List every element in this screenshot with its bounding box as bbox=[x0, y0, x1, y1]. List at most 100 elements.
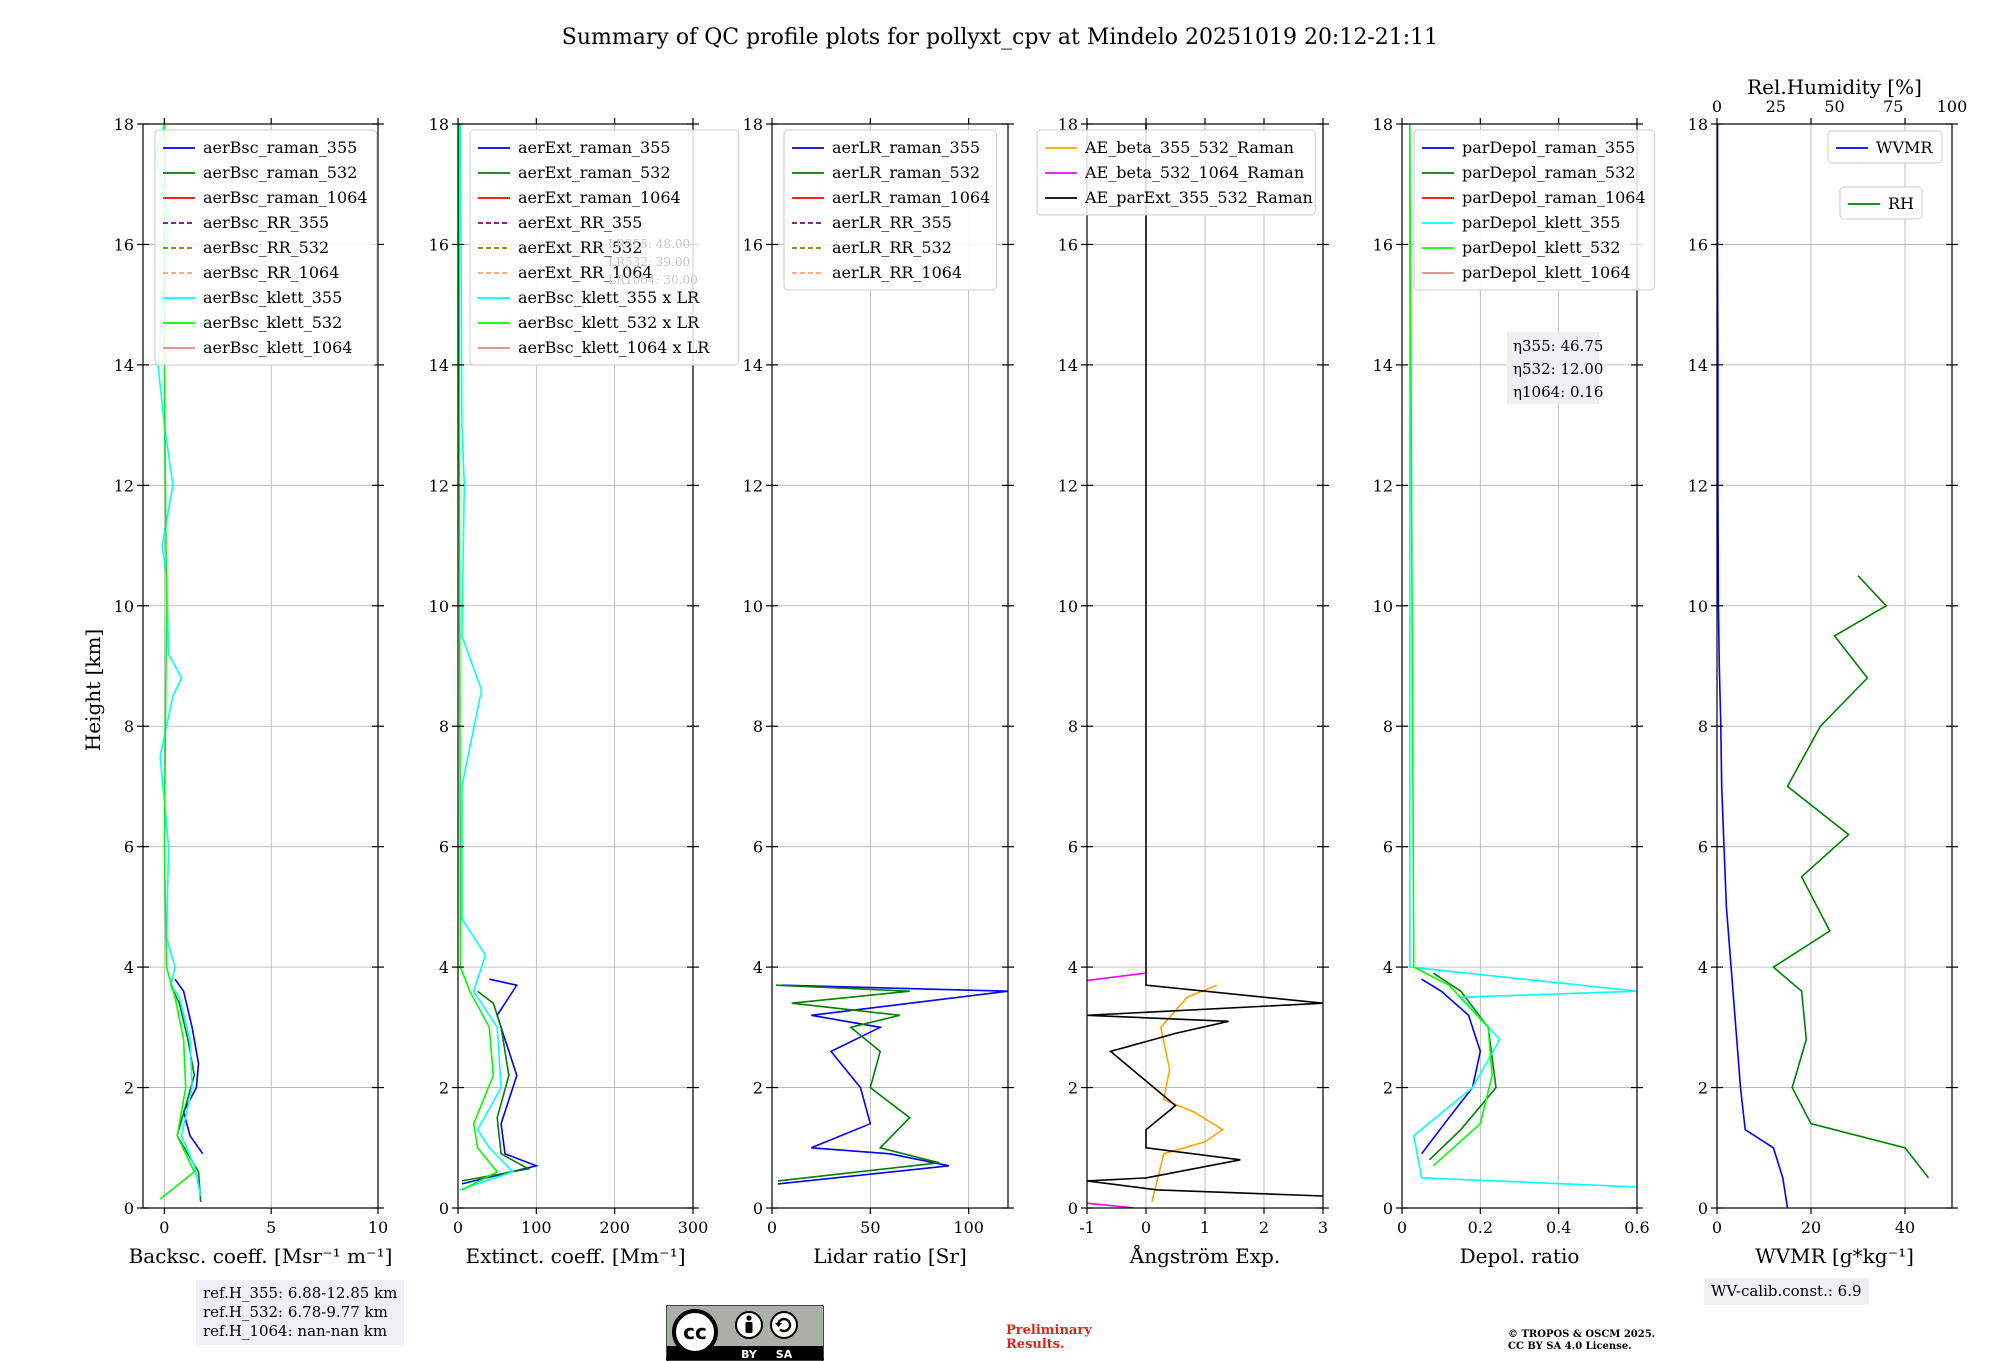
axes-frame bbox=[457, 123, 694, 1209]
ref-height-532: ref.H_532: 6.78-9.77 km bbox=[203, 1303, 388, 1321]
legend-frame bbox=[783, 129, 997, 291]
panel-extinction: 0 2 4 6 8 10 12 14 16 18 0 100 200 300 Extinct. coeff.… bbox=[429, 115, 740, 1268]
legend-label-2: aerBsc_raman_1064 bbox=[203, 188, 368, 207]
lr-label-0: LR355: 48.00 bbox=[608, 237, 690, 251]
series-line-2 bbox=[459, 124, 515, 1191]
copyright-line-1: © TROPOS & OSCM 2025. bbox=[1508, 1329, 1656, 1340]
x-axis-label: Depol. ratio bbox=[1460, 1244, 1580, 1268]
y-tick-label-7: 14 bbox=[1373, 356, 1393, 375]
y-tick-label-4: 8 bbox=[1383, 717, 1393, 736]
y-tick-label-4: 8 bbox=[753, 717, 763, 736]
legend-label-7: aerBsc_klett_532 x LR bbox=[518, 313, 700, 332]
lr-label-2: LR1064: 30.00 bbox=[608, 273, 698, 287]
legend-frame-0 bbox=[1827, 130, 1943, 164]
x-tick-label-2: 40 bbox=[1895, 1218, 1915, 1237]
y-tick-label-2: 4 bbox=[124, 958, 134, 977]
cc-sa-label: SA bbox=[776, 1348, 793, 1361]
y-tick-label-3: 6 bbox=[753, 838, 763, 857]
y-tick-label-0: 0 bbox=[124, 1199, 134, 1218]
legend-label-1: parDepol_raman_532 bbox=[1462, 163, 1635, 182]
series-line-1 bbox=[1772, 575, 1930, 1179]
legend: WVMR RH bbox=[1827, 130, 1943, 220]
y-tick-label-5: 10 bbox=[743, 597, 763, 616]
series-line-1 bbox=[1087, 1202, 1135, 1208]
preliminary-line-1: Preliminary bbox=[1006, 1323, 1092, 1338]
legend-label-2: AE_parExt_355_532_Raman bbox=[1084, 188, 1313, 207]
x-axis-label: Extinct. coeff. [Mm⁻¹] bbox=[465, 1244, 685, 1268]
legend-label-3: parDepol_klett_355 bbox=[1462, 213, 1620, 232]
legend-label-4: aerLR_RR_532 bbox=[832, 238, 952, 257]
y-tick-label-7: 14 bbox=[1058, 356, 1078, 375]
top-x-tick-label-3: 75 bbox=[1883, 97, 1903, 116]
top-x-axis-label: Rel.Humidity [%] bbox=[1747, 75, 1922, 99]
x-tick-label-0: -1 bbox=[1079, 1218, 1095, 1237]
series-line-0 bbox=[1420, 978, 1482, 1155]
reference-heights-box: ref.H_355: 6.88-12.85 km ref.H_532: 6.78… bbox=[196, 1280, 405, 1345]
y-tick-label-4: 8 bbox=[439, 717, 449, 736]
y-tick-label-1: 2 bbox=[439, 1079, 449, 1098]
legend-label-0: aerBsc_raman_355 bbox=[203, 138, 357, 157]
y-tick-label-2: 4 bbox=[439, 958, 449, 977]
y-tick-label-2: 4 bbox=[753, 958, 763, 977]
y-tick-label-0: 0 bbox=[753, 1199, 763, 1218]
axes-frame bbox=[142, 123, 379, 1209]
y-tick-label-2: 4 bbox=[1068, 958, 1078, 977]
legend-frame-1 bbox=[1839, 186, 1923, 220]
series-line-3 bbox=[1409, 124, 1493, 1167]
panel-depolarization: 0 2 4 6 8 10 12 14 16 18 0 0.2 0.4 0.6 Depol. ratio par… bbox=[1373, 115, 1656, 1268]
series-line-3 bbox=[159, 124, 196, 1200]
y-tick-label-0: 0 bbox=[1383, 1199, 1393, 1218]
legend-label-2: parDepol_raman_1064 bbox=[1462, 188, 1646, 207]
y-tick-label-6: 12 bbox=[743, 476, 763, 495]
legend-label-0: aerLR_raman_355 bbox=[832, 138, 980, 157]
legend-label-8: aerBsc_klett_1064 bbox=[203, 338, 352, 357]
series-line-0 bbox=[174, 978, 204, 1155]
by-icon bbox=[735, 1311, 763, 1339]
legend-label-1: aerBsc_raman_532 bbox=[203, 163, 357, 182]
legend-label-3: aerBsc_RR_355 bbox=[203, 213, 329, 232]
axes-frame bbox=[771, 123, 1009, 1209]
y-tick-label-0: 0 bbox=[1068, 1199, 1078, 1218]
copyright-line-2: CC BY SA 4.0 License. bbox=[1508, 1341, 1632, 1352]
wv-calib-const: WV-calib.const.: 6.9 bbox=[1711, 1282, 1862, 1300]
x-tick-label-0: 0 bbox=[453, 1218, 463, 1237]
legend-label-0: WVMR bbox=[1876, 138, 1933, 157]
x-tick-label-3: 300 bbox=[678, 1218, 709, 1237]
series-line-0 bbox=[777, 984, 1008, 1185]
y-tick-label-2: 4 bbox=[1383, 958, 1393, 977]
x-axis-label: Ångström Exp. bbox=[1129, 1243, 1280, 1268]
y-tick-label-5: 10 bbox=[114, 597, 134, 616]
legend-frame bbox=[469, 129, 740, 366]
x-tick-label-0: 0 bbox=[1712, 1218, 1722, 1237]
y-tick-label-6: 12 bbox=[1058, 476, 1078, 495]
x-tick-label-1: 20 bbox=[1801, 1218, 1821, 1237]
y-tick-label-3: 6 bbox=[1383, 838, 1393, 857]
y-tick-label-5: 10 bbox=[429, 597, 449, 616]
y-tick-label-7: 14 bbox=[743, 356, 763, 375]
top-x-tick-label-4: 100 bbox=[1937, 97, 1968, 116]
legend-label-4: aerBsc_RR_532 bbox=[203, 238, 329, 257]
legend-label-0: parDepol_raman_355 bbox=[1462, 138, 1635, 157]
legend-label-5: aerBsc_RR_1064 bbox=[203, 263, 339, 282]
legend-label-2: aerExt_raman_1064 bbox=[518, 188, 681, 207]
legend-label-1: aerExt_raman_532 bbox=[518, 163, 671, 182]
y-tick-label-9: 18 bbox=[1688, 115, 1708, 134]
series-line-2 bbox=[1087, 972, 1147, 982]
series-line-1 bbox=[461, 990, 531, 1182]
y-tick-label-8: 16 bbox=[1688, 235, 1708, 254]
y-tick-label-3: 6 bbox=[1698, 838, 1708, 857]
eta-label-0: η355: 46.75 bbox=[1513, 337, 1603, 355]
series-line-0 bbox=[461, 978, 539, 1185]
x-tick-label-1: 0 bbox=[1141, 1218, 1151, 1237]
x-axis-label: WVMR [g*kg⁻¹] bbox=[1755, 1244, 1914, 1268]
legend-label-3: aerExt_RR_355 bbox=[518, 213, 642, 232]
x-tick-label-2: 0.4 bbox=[1546, 1218, 1571, 1237]
x-tick-label-1: 5 bbox=[266, 1218, 276, 1237]
legend-label-0: AE_beta_355_532_Raman bbox=[1084, 138, 1294, 157]
axes-frame bbox=[1716, 123, 1953, 1209]
y-tick-label-6: 12 bbox=[1373, 476, 1393, 495]
y-tick-label-3: 6 bbox=[124, 838, 134, 857]
y-tick-label-0: 0 bbox=[1698, 1199, 1708, 1218]
legend: aerBsc_raman_355 aerBsc_raman_532 aerBsc_r… bbox=[154, 129, 378, 366]
